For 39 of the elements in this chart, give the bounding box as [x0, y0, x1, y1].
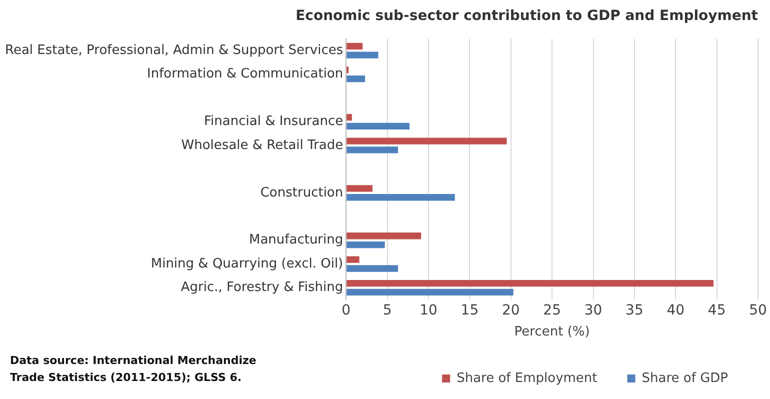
bar	[346, 241, 385, 248]
bar	[346, 232, 422, 240]
x-tick-label: 15	[460, 302, 479, 319]
x-tick-label: 30	[584, 302, 602, 319]
x-tick-label: 40	[666, 302, 685, 319]
bar	[346, 280, 714, 287]
bar	[346, 194, 455, 201]
chart-title: Economic sub-sector contribution to GDP and Employment	[296, 8, 758, 24]
bar	[346, 52, 378, 58]
y-tick-label: Construction	[260, 185, 344, 200]
bar	[346, 122, 410, 130]
y-tick-label: Financial & Insurance	[204, 114, 344, 130]
x-tick-label: 5	[382, 302, 392, 319]
bar	[346, 75, 366, 82]
x-tick-label: 50	[749, 302, 767, 319]
x-tick-label: 35	[626, 302, 644, 319]
y-tick-label: Wholesale & Retail Trade	[181, 138, 344, 153]
bar	[346, 288, 514, 296]
y-tick-label: Agric., Forestry & Fishing	[180, 280, 344, 296]
bar	[346, 185, 372, 192]
bar	[346, 42, 363, 50]
y-tick-label: Manufacturing	[248, 232, 344, 248]
bar	[346, 265, 398, 272]
legend-label: Share of Employment	[456, 370, 598, 386]
y-tick-label: Mining & Quarrying (excl. Oil)	[150, 256, 344, 272]
legend-label: Share of GDP	[642, 370, 728, 386]
bar	[346, 256, 360, 263]
x-tick-label: 10	[420, 302, 438, 319]
y-tick-label: Information & Communication	[147, 66, 344, 82]
bar	[346, 114, 352, 121]
source-note: Data source: International Merchandize Trade Statistics (2011-2015); GLSS 6.	[10, 353, 258, 386]
bar	[346, 146, 398, 154]
y-tick-label: Real Estate, Professional, Admin & Support Services	[4, 43, 344, 58]
x-tick-label: 45	[708, 302, 726, 319]
x-tick-label: 0	[342, 302, 351, 319]
x-axis-title: Percent (%)	[514, 324, 590, 340]
x-tick-label: 25	[543, 302, 561, 319]
bar	[346, 138, 507, 144]
x-tick-label: 20	[502, 302, 520, 319]
